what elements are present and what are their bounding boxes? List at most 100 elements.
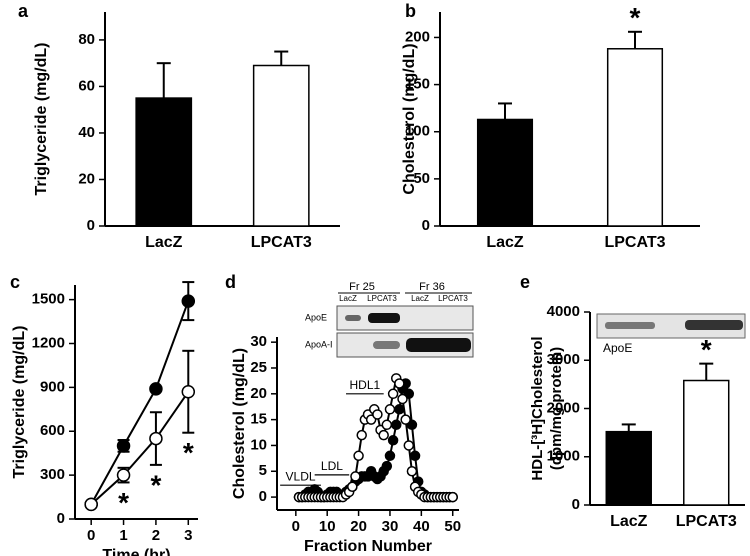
significance-star: *	[183, 437, 194, 468]
marker	[116, 468, 131, 482]
bar	[476, 118, 534, 227]
bar	[605, 430, 652, 506]
y-tick-label: 20	[78, 170, 95, 187]
x-tick-label: 0	[292, 518, 300, 535]
bar	[606, 48, 664, 227]
x-tick-label: 10	[319, 518, 336, 535]
panel-label: d	[225, 272, 236, 292]
y-tick-label: 0	[572, 496, 580, 513]
significance-star: *	[630, 2, 641, 33]
x-tick-label: LPCAT3	[676, 513, 737, 530]
y-axis-label: Cholesterol (mg/dL)	[231, 348, 248, 499]
marker	[394, 404, 405, 415]
y-tick-label: 2000	[547, 399, 580, 416]
lane-label: LacZ	[339, 294, 357, 303]
y-tick-label: 1500	[32, 291, 65, 308]
y-tick-label: 80	[78, 31, 95, 48]
marker	[409, 450, 421, 462]
y-axis-label: (dpm/mg protein)	[548, 347, 565, 470]
y-tick-label: 5	[259, 462, 267, 479]
lane-label: LPCAT3	[367, 294, 397, 303]
bar	[252, 64, 310, 227]
y-tick-label: 200	[405, 28, 430, 45]
x-tick-label: LPCAT3	[604, 234, 665, 251]
y-tick-label: 0	[57, 510, 65, 527]
marker	[400, 414, 411, 425]
blot-band	[345, 315, 361, 321]
y-tick-label: 20	[250, 385, 267, 402]
x-tick-label: 2	[152, 527, 160, 544]
y-tick-label: 40	[78, 124, 95, 141]
row-label: ApoE	[603, 341, 632, 355]
y-axis-label: Triglyceride (mg/dL)	[11, 326, 28, 479]
y-tick-label: 150	[405, 76, 430, 93]
panel-label: b	[405, 1, 416, 21]
y-tick-label: 30	[250, 333, 267, 350]
x-axis-label: Time (hr)	[102, 547, 170, 556]
fraction-label: Fr 36	[419, 281, 445, 293]
x-tick-label: LacZ	[145, 234, 183, 251]
marker	[390, 419, 402, 431]
marker	[181, 385, 196, 399]
marker	[387, 435, 399, 446]
panel-label: c	[10, 272, 20, 292]
marker	[381, 460, 393, 472]
y-tick-label: 0	[259, 488, 267, 505]
marker	[378, 429, 389, 441]
y-axis-label: Triglyceride (mg/dL)	[33, 43, 50, 196]
marker	[149, 382, 163, 396]
y-tick-label: 600	[40, 422, 65, 439]
marker	[372, 409, 383, 420]
blot-band	[605, 322, 655, 329]
y-tick-label: 25	[250, 359, 267, 376]
marker	[387, 388, 399, 400]
x-tick-label: LacZ	[486, 234, 524, 251]
y-tick-label: 900	[40, 378, 65, 395]
lane-label: LacZ	[411, 294, 429, 303]
y-axis-label: HDL-[³H]Cholesterol	[529, 336, 546, 480]
panel-label: a	[18, 1, 29, 21]
x-tick-label: 1	[119, 527, 127, 544]
marker	[181, 294, 196, 308]
marker	[353, 450, 364, 462]
y-tick-label: 1200	[32, 334, 65, 351]
fraction-label: Fr 25	[349, 281, 375, 293]
blot-band	[685, 320, 743, 330]
y-tick-label: 10	[250, 436, 267, 453]
x-tick-label: LPCAT3	[251, 234, 312, 251]
y-tick-label: 3000	[547, 351, 580, 368]
blot-band	[368, 313, 400, 323]
y-tick-label: 60	[78, 77, 95, 94]
marker	[350, 471, 361, 482]
marker	[406, 466, 418, 477]
marker	[394, 378, 405, 389]
marker	[397, 393, 408, 405]
marker	[84, 497, 98, 512]
y-tick-label: 100	[405, 123, 430, 140]
x-tick-label: 40	[413, 518, 430, 535]
significance-star: *	[150, 469, 161, 500]
marker	[116, 439, 131, 453]
y-tick-label: 1000	[547, 448, 580, 465]
x-axis-label: Fraction Number	[304, 538, 432, 555]
region-label: VLDL	[286, 469, 316, 483]
region-label: LDL	[321, 459, 343, 473]
x-tick-label: 30	[382, 518, 399, 535]
significance-star: *	[118, 487, 129, 518]
significance-star: *	[701, 334, 712, 365]
y-tick-label: 4000	[547, 303, 580, 320]
bar	[135, 97, 193, 227]
x-tick-label: 0	[87, 527, 95, 544]
row-label: ApoE	[305, 312, 327, 322]
x-tick-label: 20	[350, 518, 367, 535]
region-label: HDL1	[350, 378, 381, 392]
row-label: ApoA-I	[305, 339, 333, 349]
y-tick-label: 0	[422, 217, 430, 234]
x-tick-label: LacZ	[610, 513, 648, 530]
blot-band	[373, 341, 400, 349]
marker	[356, 429, 367, 441]
y-tick-label: 50	[413, 170, 430, 187]
series-line	[90, 391, 190, 506]
blot-row	[336, 305, 474, 331]
lane-label: LPCAT3	[438, 294, 468, 303]
